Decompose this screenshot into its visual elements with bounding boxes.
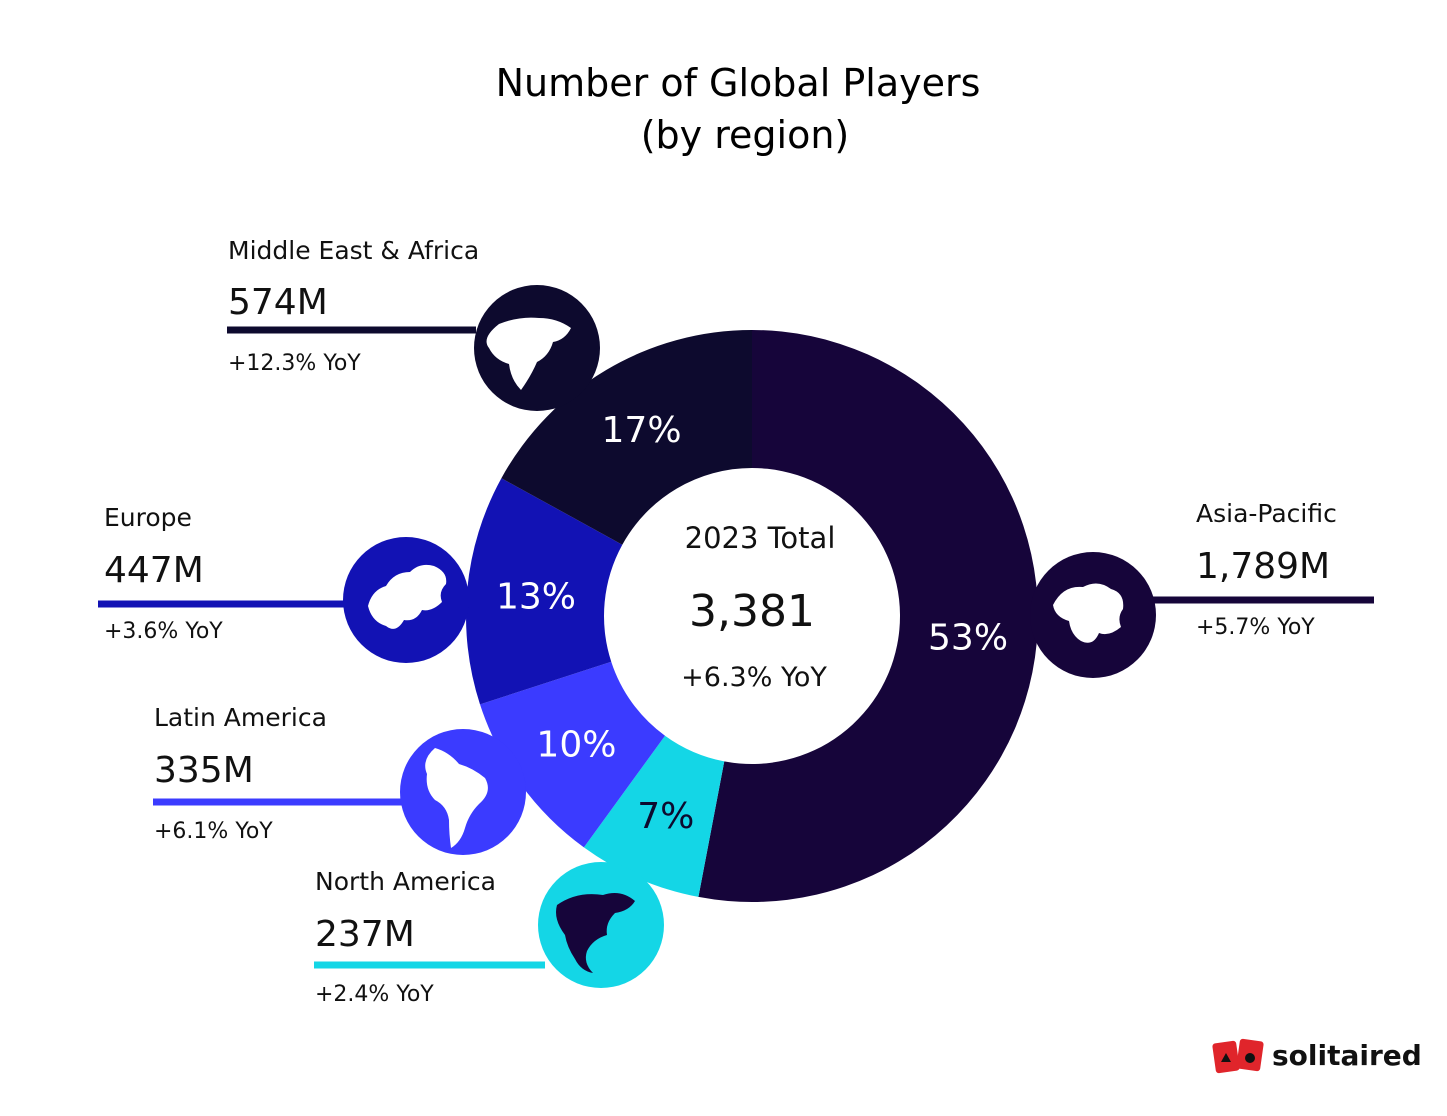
pct-label-asia-pacific: 53%: [928, 617, 1008, 658]
percent-labels: 53% 7% 10% 13% 17%: [496, 410, 1008, 837]
region-name-middle-east-africa: Middle East & Africa: [228, 236, 479, 265]
region-name-latin-america: Latin America: [154, 703, 327, 732]
region-value-europe: 447M: [104, 550, 204, 591]
region-labels: Asia-Pacific 1,789M +5.7% YoY North America…: [104, 236, 1337, 1007]
logo: solitaired: [1212, 1038, 1422, 1074]
slice-north-america: [583, 735, 725, 897]
region-yoy-latin-america: +6.1% YoY: [154, 819, 273, 844]
pct-label-middle-east-africa: 17%: [602, 410, 682, 451]
europe-map-icon: [368, 564, 447, 629]
center-total: 3,381: [689, 586, 815, 637]
region-name-europe: Europe: [104, 503, 192, 532]
region-value-middle-east-africa: 574M: [228, 282, 328, 323]
center-yoy: +6.3% YoY: [681, 662, 827, 693]
region-yoy-asia-pacific: +5.7% YoY: [1196, 615, 1315, 640]
region-name-asia-pacific: Asia-Pacific: [1196, 499, 1337, 528]
chart-subtitle: (by region): [641, 113, 850, 157]
pct-label-latin-america: 10%: [536, 725, 616, 766]
region-badges: [343, 285, 1156, 988]
south-america-map-icon: [425, 748, 488, 848]
slice-asia-pacific: [698, 330, 1038, 902]
slices-group: [466, 330, 1038, 902]
slice-europe: [466, 478, 623, 705]
logo-text: solitaired: [1272, 1039, 1422, 1072]
playing-cards-icon: [1212, 1038, 1264, 1074]
pct-label-europe: 13%: [496, 577, 576, 618]
chart-title: Number of Global Players: [496, 61, 981, 105]
north-america-map-icon: [556, 893, 635, 973]
region-yoy-middle-east-africa: +12.3% YoY: [228, 351, 361, 376]
region-value-latin-america: 335M: [154, 750, 254, 791]
slice-middle-east-africa: [501, 330, 752, 545]
region-name-north-america: North America: [315, 867, 496, 896]
region-yoy-north-america: +2.4% YoY: [315, 982, 434, 1007]
region-value-north-america: 237M: [315, 914, 415, 955]
region-value-asia-pacific: 1,789M: [1196, 546, 1330, 587]
slice-latin-america: [479, 661, 666, 848]
center-label: 2023 Total: [685, 521, 836, 555]
region-yoy-europe: +3.6% YoY: [104, 619, 223, 644]
asia-map-icon: [1053, 583, 1124, 643]
pct-label-north-america: 7%: [637, 796, 694, 837]
connector-lines: [98, 326, 1374, 969]
middle-east-map-icon: [486, 317, 571, 390]
